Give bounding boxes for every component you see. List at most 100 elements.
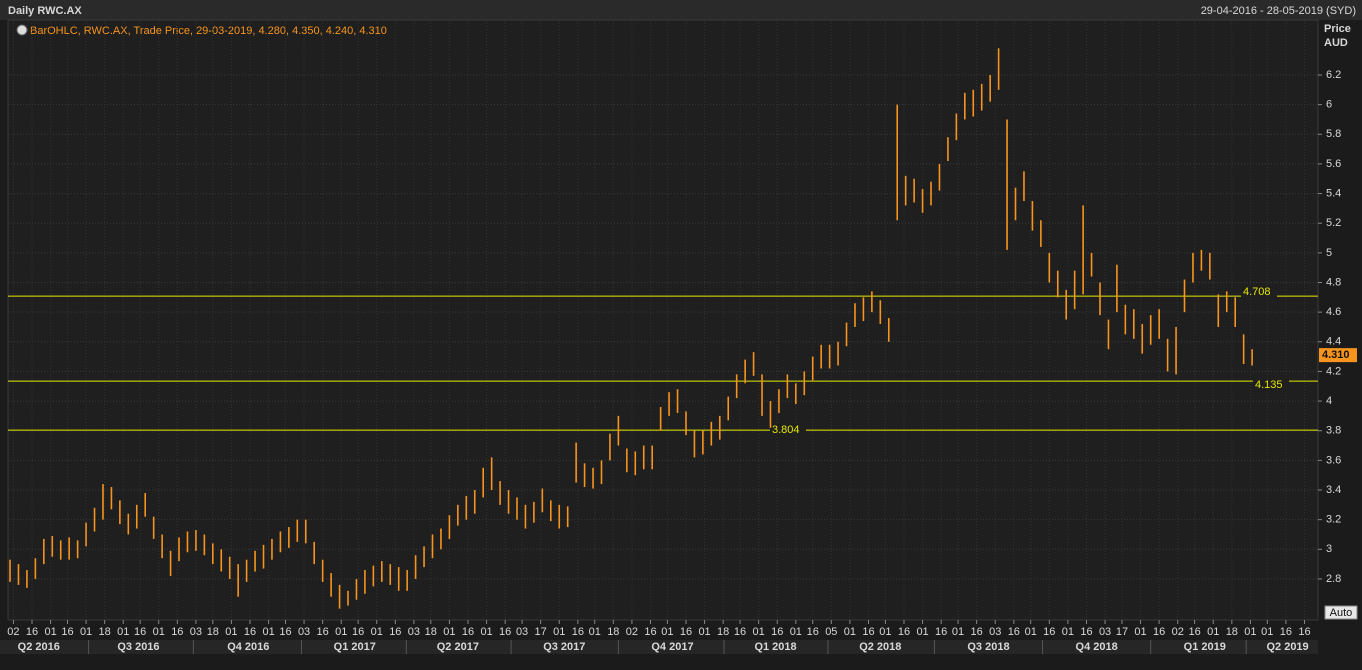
y-tick-label: 5.2 [1326,217,1341,229]
legend-text: BarOHLC, RWC.AX, Trade Price, 29-03-2019… [30,25,387,37]
x-tick-label: 01 [80,626,92,638]
y-tick-label: 3.6 [1326,454,1341,466]
x-tick-label: 16 [1153,626,1165,638]
x-tick-label: 01 [44,626,56,638]
y-tick-label: 3 [1326,543,1332,555]
x-tick-label: 01 [753,626,765,638]
x-tick-label: 01 [661,626,673,638]
reference-label-bg [1253,379,1289,392]
y-tick-label: 2.8 [1326,573,1341,585]
y-tick-label: 6 [1326,99,1332,111]
x-tick-label: 01 [879,626,891,638]
y-tick-label: 4.4 [1326,336,1341,348]
quarter-label: Q1 2019 [1184,641,1226,653]
x-tick-label: 18 [99,626,111,638]
x-tick-label: 16 [279,626,291,638]
x-tick-label: 16 [644,626,656,638]
x-tick-label: 01 [952,626,964,638]
x-tick-label: 01 [1025,626,1037,638]
x-tick-label: 01 [698,626,710,638]
legend-icon[interactable] [16,24,28,36]
x-tick-label: 16 [572,626,584,638]
x-tick-label: 01 [153,626,165,638]
x-tick-label: 16 [862,626,874,638]
x-tick-label: 16 [680,626,692,638]
x-tick-label: 03 [989,626,1001,638]
x-tick-label: 02 [7,626,19,638]
reference-label-bg [1241,286,1277,299]
x-tick-label: 16 [1189,626,1201,638]
x-tick-label: 16 [61,626,73,638]
x-tick-label: 18 [717,626,729,638]
x-tick-label: 01 [1207,626,1219,638]
y-tick-label: 4.2 [1326,365,1341,377]
x-tick-label: 18 [425,626,437,638]
x-tick-label: 16 [898,626,910,638]
x-tick-label: 18 [207,626,219,638]
x-tick-label: 01 [480,626,492,638]
y-tick-label: 3.2 [1326,514,1341,526]
quarter-label: Q2 2019 [1266,641,1308,653]
x-tick-label: 03 [1099,626,1111,638]
quarter-label: Q4 2018 [1076,641,1118,653]
y-tick-label: 5 [1326,247,1332,259]
reference-label: 3.804 [772,424,800,436]
x-tick-label: 01 [371,626,383,638]
x-tick-label: 16 [1298,626,1310,638]
quarter-label: Q3 2017 [543,641,585,653]
y-axis-label: AUD [1324,37,1348,49]
x-tick-label: 16 [352,626,364,638]
y-tick-label: 6.2 [1326,69,1341,81]
quarter-label: Q1 2018 [754,641,796,653]
y-tick-label: 5.4 [1326,187,1341,199]
x-tick-label: 16 [1080,626,1092,638]
x-tick-label: 01 [553,626,565,638]
date-range: 29-04-2016 - 28-05-2019 (SYD) [1201,5,1356,17]
last-price-label: 4.310 [1322,349,1350,361]
x-tick-label: 01 [916,626,928,638]
header-bar [0,0,1362,20]
x-tick-label: 16 [134,626,146,638]
x-tick-label: 16 [807,626,819,638]
y-axis-label: Price [1324,23,1351,35]
x-tick-label: 03 [408,626,420,638]
x-tick-label: 18 [607,626,619,638]
x-tick-label: 01 [589,626,601,638]
x-tick-label: 16 [171,626,183,638]
x-tick-label: 01 [443,626,455,638]
auto-button[interactable] [1324,605,1358,620]
x-tick-label: 05 [825,626,837,638]
x-tick-label: 01 [844,626,856,638]
x-tick-label: 16 [1043,626,1055,638]
quarter-label: Q3 2018 [967,641,1009,653]
x-tick-label: 16 [244,626,256,638]
auto-button-label[interactable]: Auto [1330,607,1353,619]
x-tick-label: 01 [225,626,237,638]
x-tick-label: 02 [626,626,638,638]
last-price-tag [1319,348,1357,363]
y-tick-label: 4 [1326,395,1332,407]
x-tick-label: 01 [117,626,129,638]
y-tick-label: 4.8 [1326,276,1341,288]
reference-label-bg [770,424,806,437]
x-tick-label: 01 [1062,626,1074,638]
x-tick-label: 16 [317,626,329,638]
x-tick-label: 01 [790,626,802,638]
quarter-label: Q4 2017 [651,641,693,653]
x-tick-label: 16 [971,626,983,638]
x-tick-label: 01 [335,626,347,638]
x-tick-label: 16 [499,626,511,638]
x-tick-label: 01 [1244,626,1256,638]
x-tick-label: 03 [190,626,202,638]
quarter-bar [0,640,1318,654]
x-tick-label: 16 [26,626,38,638]
y-tick-label: 5.6 [1326,158,1341,170]
x-tick-label: 01 [1134,626,1146,638]
quarter-label: Q2 2017 [437,641,479,653]
x-tick-label: 18 [1226,626,1238,638]
y-tick-label: 4.6 [1326,306,1341,318]
x-tick-label: 02 [1172,626,1184,638]
x-tick-label: 01 [1261,626,1273,638]
